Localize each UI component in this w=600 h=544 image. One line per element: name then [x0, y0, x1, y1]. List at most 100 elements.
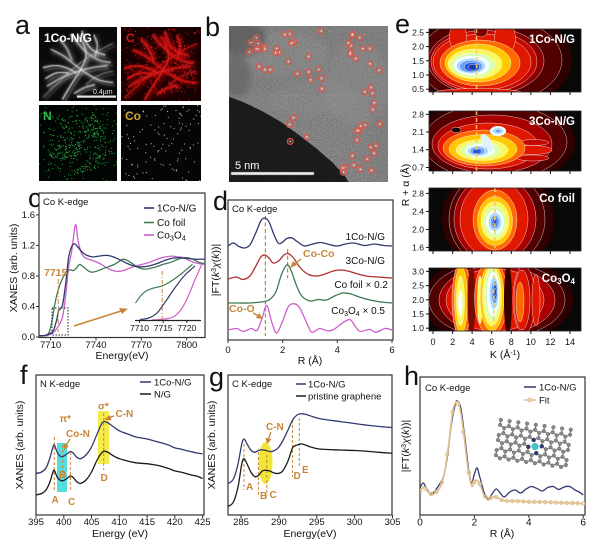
svg-text:7715: 7715	[154, 323, 173, 333]
svg-text:420: 420	[167, 517, 183, 528]
svg-text:Co: Co	[125, 109, 141, 123]
svg-text:6: 6	[489, 337, 494, 347]
svg-text:300: 300	[347, 517, 363, 528]
svg-text:N/G: N/G	[154, 390, 171, 401]
svg-text:b: b	[205, 12, 220, 42]
svg-text:Co foil × 0.2: Co foil × 0.2	[334, 280, 388, 291]
svg-text:1Co-N/G: 1Co-N/G	[346, 232, 386, 243]
svg-text:E: E	[302, 465, 309, 476]
svg-text:e: e	[395, 9, 410, 39]
svg-text:B: B	[260, 491, 267, 502]
svg-text:Co-Co: Co-Co	[303, 248, 335, 260]
svg-text:0.0: 0.0	[22, 332, 35, 343]
svg-text:2.1: 2.1	[412, 127, 424, 137]
svg-text:0: 0	[430, 337, 435, 347]
svg-text:C: C	[126, 31, 135, 45]
svg-text:1.4: 1.4	[412, 145, 424, 155]
svg-text:4: 4	[526, 518, 532, 529]
svg-text:XANES (arb. units): XANES (arb. units)	[206, 401, 218, 490]
svg-text:a: a	[15, 10, 31, 40]
svg-text:0.8: 0.8	[22, 271, 35, 282]
svg-text:Co3O4: Co3O4	[542, 273, 576, 286]
svg-text:Co K-edge: Co K-edge	[425, 383, 470, 394]
svg-text:6: 6	[580, 518, 586, 529]
svg-text:295: 295	[309, 517, 325, 528]
svg-text:400: 400	[56, 517, 72, 528]
svg-text:14: 14	[565, 337, 575, 347]
svg-text:285: 285	[233, 517, 249, 528]
svg-text:R + α (Å): R + α (Å)	[399, 164, 412, 207]
svg-text:C K-edge: C K-edge	[232, 379, 272, 390]
svg-text:2.0: 2.0	[412, 42, 424, 52]
svg-text:Co-N: Co-N	[66, 429, 90, 440]
svg-text:|FT(k3χ(k))|: |FT(k3χ(k))|	[400, 420, 412, 472]
svg-text:A: A	[246, 482, 253, 493]
svg-text:2: 2	[450, 337, 455, 347]
svg-text:C: C	[270, 490, 277, 501]
svg-text:0: 0	[417, 518, 423, 529]
svg-text:Energy(eV): Energy(eV)	[95, 350, 148, 362]
svg-text:415: 415	[139, 517, 155, 528]
svg-text:1.2: 1.2	[22, 240, 35, 251]
svg-text:f: f	[20, 360, 28, 390]
svg-text:2.5: 2.5	[412, 27, 424, 37]
svg-text:3Co-N/G: 3Co-N/G	[346, 256, 386, 267]
svg-text:410: 410	[111, 517, 127, 528]
svg-text:2: 2	[472, 518, 478, 529]
svg-text:4: 4	[335, 345, 340, 356]
svg-text:2: 2	[280, 345, 285, 356]
svg-text:7715: 7715	[44, 267, 68, 279]
svg-text:0.4µm: 0.4µm	[93, 89, 113, 96]
svg-text:D: D	[101, 473, 108, 484]
svg-text:1.6: 1.6	[412, 242, 424, 252]
svg-text:1.6: 1.6	[22, 210, 35, 221]
svg-text:0: 0	[225, 345, 230, 356]
svg-text:1Co-N/G: 1Co-N/G	[157, 204, 197, 215]
svg-text:Energy (eV): Energy (eV)	[92, 528, 148, 540]
svg-text:g: g	[209, 362, 224, 392]
svg-text:c: c	[28, 183, 42, 213]
svg-text:Co3O4: Co3O4	[157, 231, 186, 243]
svg-text:B: B	[59, 470, 66, 481]
svg-text:1Co-N/G: 1Co-N/G	[154, 378, 191, 389]
svg-text:12: 12	[545, 337, 555, 347]
svg-text:A: A	[52, 495, 59, 506]
svg-text:Co-O: Co-O	[229, 303, 255, 315]
svg-text:1Co-N/G: 1Co-N/G	[308, 380, 345, 391]
svg-text:pristine graphene: pristine graphene	[308, 392, 381, 403]
svg-text:Co K-edge: Co K-edge	[232, 204, 277, 215]
svg-text:395: 395	[28, 517, 44, 528]
svg-text:Energy(eV): Energy(eV)	[283, 528, 336, 540]
svg-text:d: d	[213, 186, 228, 216]
svg-text:N K-edge: N K-edge	[40, 379, 80, 390]
svg-text:h: h	[404, 361, 419, 391]
svg-text:7770: 7770	[131, 340, 152, 351]
svg-text:1.5: 1.5	[412, 309, 424, 319]
svg-text:R (Å): R (Å)	[490, 527, 515, 540]
svg-text:Co foil: Co foil	[539, 193, 575, 205]
svg-text:3.0: 3.0	[412, 266, 424, 276]
svg-text:2.4: 2.4	[412, 206, 424, 216]
svg-text:0.5: 0.5	[412, 84, 424, 94]
svg-text:XANES (arb. units): XANES (arb. units)	[8, 224, 20, 313]
svg-text:0.7: 0.7	[412, 163, 424, 173]
svg-text:1.5: 1.5	[412, 56, 424, 66]
svg-text:XANES (arb. units): XANES (arb. units)	[14, 401, 26, 490]
svg-text:D: D	[294, 471, 301, 482]
svg-text:π*: π*	[60, 414, 72, 425]
svg-text:7740: 7740	[85, 340, 106, 351]
svg-text:10: 10	[526, 337, 536, 347]
svg-text:C-N: C-N	[116, 409, 134, 420]
svg-text:1Co-N/G: 1Co-N/G	[539, 383, 576, 394]
svg-text:R (Å): R (Å)	[298, 354, 323, 367]
svg-text:6: 6	[389, 345, 394, 356]
svg-text:305: 305	[385, 517, 401, 528]
svg-text:290: 290	[271, 517, 287, 528]
svg-text:2.0: 2.0	[412, 224, 424, 234]
svg-text:N: N	[43, 109, 52, 123]
svg-text:425: 425	[195, 517, 211, 528]
svg-text:Co foil: Co foil	[157, 218, 185, 229]
svg-text:5 nm: 5 nm	[235, 160, 259, 172]
svg-text:7720: 7720	[177, 323, 196, 333]
svg-text:1Co-N/G: 1Co-N/G	[529, 34, 575, 46]
